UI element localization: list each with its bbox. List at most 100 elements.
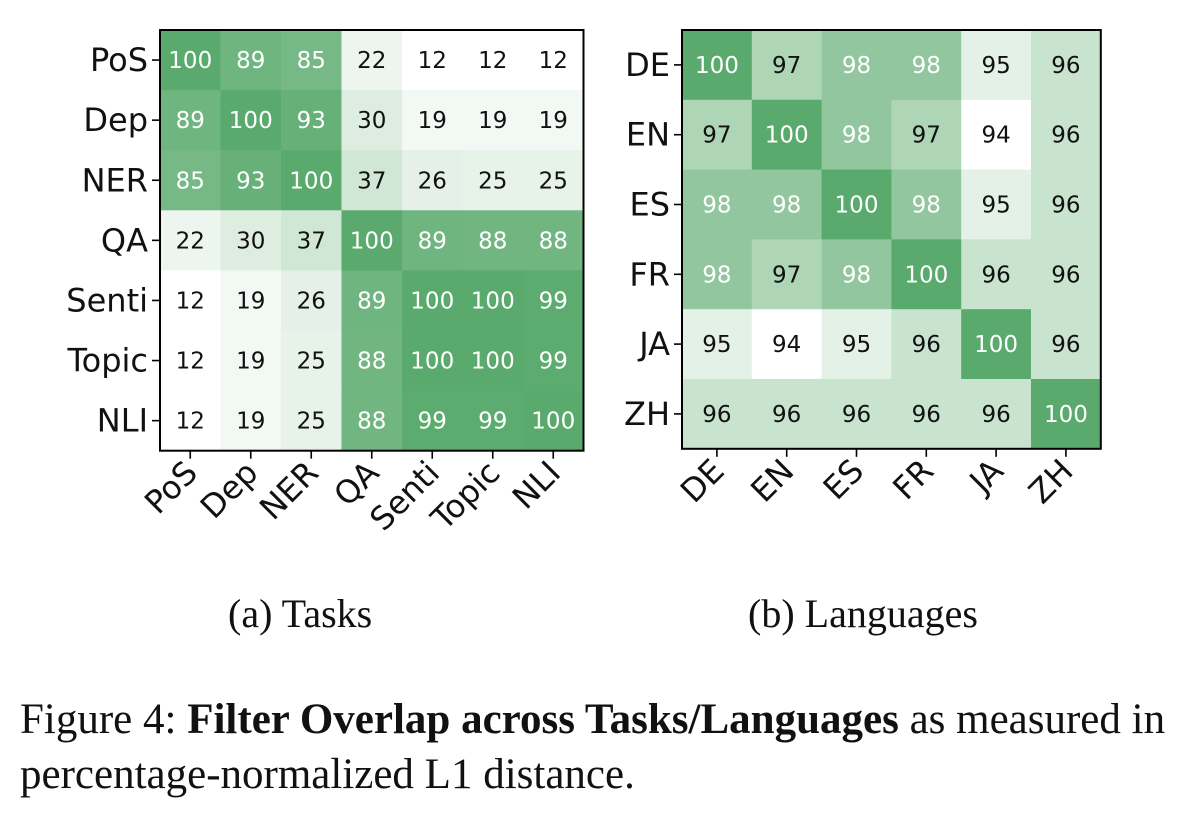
cell-value-label: 100 [695,53,739,79]
y-tick-label: PoS [90,41,148,79]
cell-value-label: 25 [297,409,326,435]
heatmap-cell [160,90,222,151]
heatmap-cell [220,150,282,211]
cell-value-label: 97 [772,53,801,79]
heatmap-cell [1031,99,1102,171]
cell-value-label: 19 [478,108,507,134]
heatmap-cell [523,330,585,392]
cell-value-label: 25 [539,168,568,194]
x-tick-label: Senti [362,453,447,538]
cell-value-label: 97 [702,123,731,149]
cell-value-label: 98 [842,53,871,79]
cell-value-label: 100 [410,349,454,375]
heatmap-cell [281,90,343,151]
heatmap-cell [961,239,1032,310]
cell-value-label: 19 [418,108,447,134]
cell-value-label: 26 [418,168,447,194]
heatmap-cell [160,210,222,271]
cell-value-label: 96 [842,402,871,428]
cell-value-label: 96 [981,402,1010,428]
cell-value-label: 98 [842,262,871,288]
heatmap-cell [220,390,282,452]
cell-value-label: 96 [1051,332,1080,358]
cell-value-label: 100 [835,193,879,219]
cell-value-label: 19 [539,108,568,134]
heatmap-cell [402,210,464,271]
cell-value-label: 88 [357,409,386,435]
heatmap-cell [523,270,585,332]
heatmap-cell [523,390,585,452]
cell-value-label: 96 [772,402,801,428]
cell-value-label: 89 [418,228,447,254]
cell-value-label: 19 [236,288,265,314]
cell-value-label: 30 [236,228,265,254]
cell-value-label: 99 [478,409,507,435]
cell-value-label: 89 [176,108,205,134]
cell-value-label: 85 [176,168,205,194]
y-tick-label: Dep [83,101,148,139]
caption-bold: Filter Overlap across Tasks/Languages [187,696,899,743]
cell-value-label: 100 [904,262,948,288]
cell-value-label: 100 [765,123,809,149]
cell-value-label: 85 [297,48,326,74]
languages-heatmap: 100 97 98 98 95 96 97 100 98 97 94 96 98 98 100 98 95 96 9… [624,29,1102,511]
heatmap-cell [462,270,524,332]
heatmap-cell [682,99,753,171]
cell-value-label: 100 [471,349,515,375]
heatmap-cell [961,379,1032,450]
heatmap-cell [220,270,282,332]
cell-value-label: 93 [236,168,265,194]
cell-value-label: 97 [772,262,801,288]
heatmap-cell [160,30,222,91]
heatmap-cell [402,330,464,392]
cell-value-label: 95 [702,332,731,358]
y-tick-label: FR [629,255,670,293]
heatmap-cell [281,150,343,211]
cell-value-label: 12 [176,409,205,435]
heatmap-frame [681,29,1102,450]
cell-value-label: 22 [357,48,386,74]
heatmap-cell [462,330,524,392]
heatmap-cell [402,270,464,332]
cell-value-label: 98 [842,123,871,149]
heatmap-cell [523,30,585,91]
cell-value-label: 12 [176,288,205,314]
heatmap-cell [821,169,892,240]
cell-value-label: 96 [1051,193,1080,219]
cell-value-label: 88 [478,228,507,254]
cell-value-label: 12 [176,349,205,375]
cell-value-label: 96 [1051,262,1080,288]
heatmap-cell [341,30,403,91]
x-tick-label: DE [673,452,732,511]
heatmap-cell [821,309,892,380]
heatmap-cell [462,390,524,452]
heatmap-cell [1031,309,1102,380]
cell-value-label: 100 [350,228,394,254]
heatmap-cell [961,30,1032,101]
heatmap-cell [1031,239,1102,310]
cell-value-label: 88 [539,228,568,254]
heatmap-cell [341,390,403,452]
heatmap-cell [523,150,585,211]
y-tick-label: NLI [97,402,148,440]
caption-rest: as measured in percentage-normalized L1 … [20,696,1166,798]
figure-heatmaps: 100 89 85 22 12 12 12 89 100 93 30 19 19 19 85 93 100 37 2… [66,29,1102,538]
heatmap-cell [341,90,403,151]
x-tick-label: ES [816,452,872,508]
heatmap-cell [160,270,222,332]
heatmap-cell [220,90,282,151]
cell-value-label: 94 [981,123,1010,149]
y-tick-label: ES [629,186,670,224]
heatmap-cell [751,99,823,171]
heatmap-cell [821,30,892,101]
cell-value-label: 25 [297,349,326,375]
heatmap-cell [751,169,823,240]
cell-value-label: 99 [539,349,568,375]
heatmap-cell [682,309,753,380]
heatmap-cell [751,30,823,101]
cell-value-label: 26 [297,288,326,314]
cell-value-label: 99 [539,288,568,314]
subcaptions: (a) Tasks (b) Languages [0,590,1200,650]
heatmap-cell [402,390,464,452]
heatmap-cell [891,239,962,310]
